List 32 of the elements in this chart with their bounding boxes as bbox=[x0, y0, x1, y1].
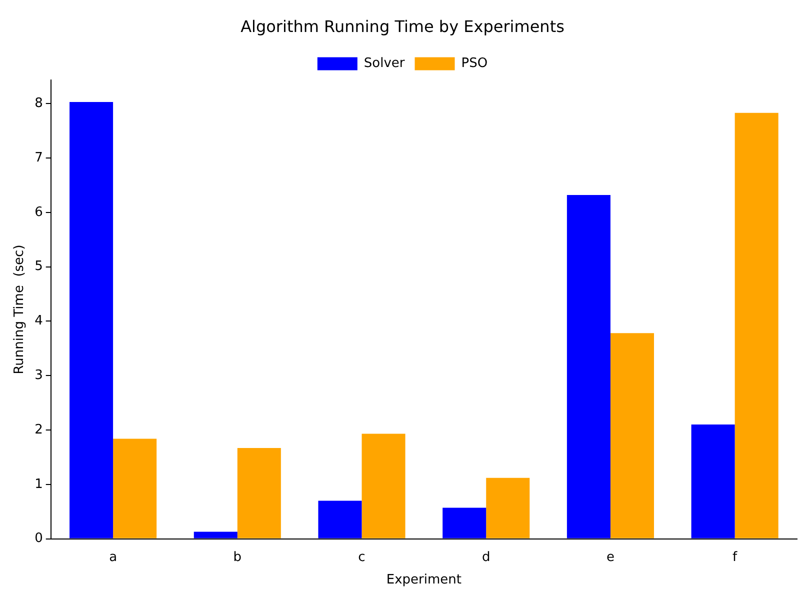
x-tick-label: c bbox=[358, 550, 366, 565]
bar bbox=[237, 448, 281, 538]
bar bbox=[70, 102, 114, 538]
y-tick-label: 0 bbox=[34, 531, 43, 546]
x-tick-label: f bbox=[732, 550, 738, 565]
bar bbox=[442, 508, 486, 538]
bar bbox=[113, 438, 157, 538]
y-tick-label: 8 bbox=[34, 96, 43, 111]
bar bbox=[610, 333, 654, 538]
chart-title: Algorithm Running Time by Experiments bbox=[240, 16, 564, 36]
x-tick-label: d bbox=[482, 550, 490, 565]
y-tick-label: 6 bbox=[34, 204, 43, 220]
x-tick-label: a bbox=[109, 550, 118, 565]
y-axis-title: Running Time (sec) bbox=[12, 244, 28, 374]
bar bbox=[486, 478, 530, 538]
bar bbox=[194, 532, 238, 538]
y-tick-label: 5 bbox=[34, 259, 43, 274]
bar bbox=[691, 424, 735, 538]
legend-label: PSO bbox=[461, 56, 488, 72]
x-tick-label: b bbox=[233, 550, 242, 565]
bar bbox=[318, 500, 362, 538]
x-tick-label: e bbox=[606, 550, 614, 565]
bar bbox=[362, 434, 406, 538]
y-tick-label: 1 bbox=[34, 476, 43, 492]
y-tick-label: 2 bbox=[34, 422, 43, 438]
legend-label: Solver bbox=[364, 56, 406, 72]
y-tick-label: 7 bbox=[34, 150, 43, 166]
y-tick-label: 4 bbox=[34, 314, 43, 329]
bar bbox=[734, 112, 778, 538]
y-tick-label: 3 bbox=[34, 368, 43, 383]
bar bbox=[566, 194, 610, 538]
x-axis-title: Experiment bbox=[386, 572, 462, 588]
